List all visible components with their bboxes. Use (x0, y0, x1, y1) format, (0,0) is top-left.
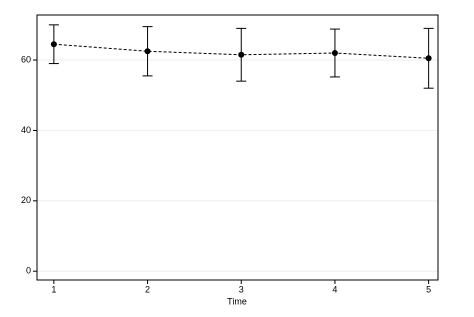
data-point (425, 55, 432, 62)
x-tick-label: 2 (145, 284, 150, 294)
plot-frame (36, 14, 439, 281)
y-tick-label: 60 (21, 54, 31, 64)
y-tick-label: 40 (21, 125, 31, 135)
data-point (144, 48, 151, 55)
x-tick-label: 1 (51, 284, 56, 294)
data-point (238, 51, 245, 58)
x-tick-label: 4 (332, 284, 337, 294)
x-tick-label: 3 (239, 284, 244, 294)
data-point (331, 50, 338, 57)
y-tick-label: 20 (21, 195, 31, 205)
y-tick-label: 0 (26, 266, 31, 276)
x-axis-label: Time (227, 296, 247, 306)
x-tick-label: 5 (426, 284, 431, 294)
data-point (50, 41, 57, 48)
